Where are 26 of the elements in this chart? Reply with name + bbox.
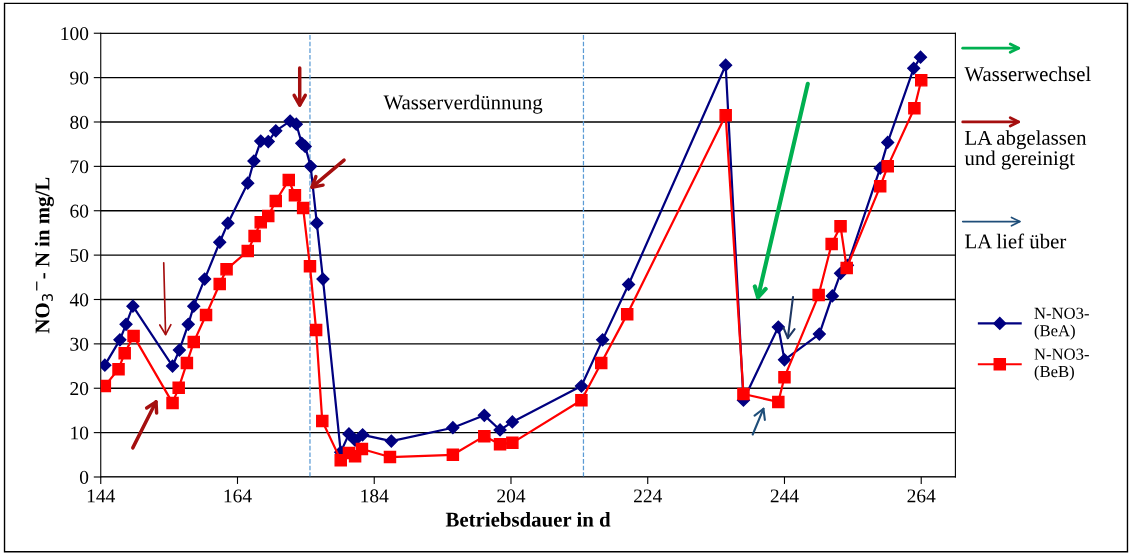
legend-label: N-NO3- (BeB) [1034,348,1089,381]
x-tick-label: 264 [907,489,936,503]
y-tick-label: 90 [70,71,89,85]
x-axis-title: Betriebsdauer in d [445,511,611,527]
y-tick-label: 70 [70,160,89,174]
y-tick-label: 50 [70,248,89,263]
text: LA lief über [965,233,1067,249]
y-tick-label: 60 [70,204,89,218]
y-tick-label: 10 [71,426,89,440]
legend-label: N-NO3- (BeA) [1034,307,1089,340]
y-tick-label: 80 [70,115,89,129]
y-tick-label: 30 [70,337,89,351]
text: Wasserwechsel [964,66,1091,82]
x-tick-label: 244 [770,489,799,503]
y-tick-label: 40 [69,293,89,307]
text: LA abgelassen und gereinigt [964,130,1087,170]
x-tick-label: 204 [497,489,526,503]
x-tick-label: 184 [361,489,389,503]
x-tick-label: 144 [87,489,116,503]
x-tick-label: 164 [224,489,252,503]
x-tick-label: 224 [634,489,663,503]
y-tick-label: 20 [70,382,89,396]
y-tick-label: 100 [61,27,89,41]
y-axis-title: NO$_{3}$$^{−}$- N in mg/L [34,177,54,334]
y-tick-label: 0 [79,470,89,484]
annotation: Wasserverdünnung [383,94,543,114]
